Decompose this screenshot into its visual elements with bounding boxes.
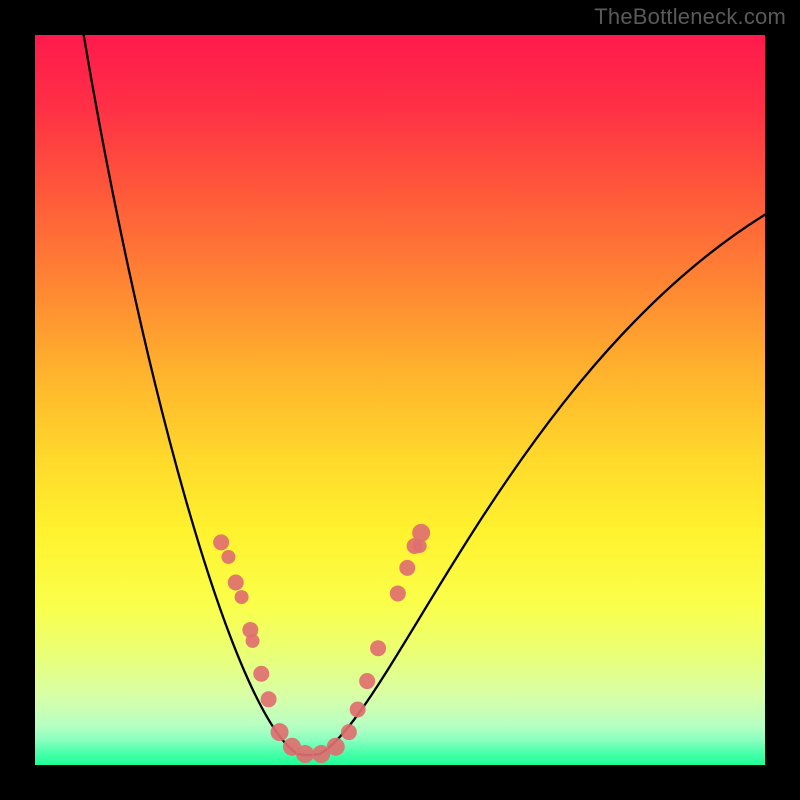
data-marker xyxy=(296,745,314,763)
watermark-text: TheBottleneck.com xyxy=(594,4,786,30)
data-marker xyxy=(228,575,244,591)
data-marker xyxy=(370,640,386,656)
data-marker xyxy=(271,723,289,741)
data-marker xyxy=(359,673,375,689)
data-marker xyxy=(246,634,260,648)
marker-layer xyxy=(35,35,765,765)
data-marker xyxy=(213,534,229,550)
data-marker xyxy=(350,702,366,718)
data-marker xyxy=(399,560,415,576)
data-marker xyxy=(221,550,235,564)
data-marker xyxy=(413,539,427,553)
data-marker xyxy=(261,691,277,707)
plot-frame xyxy=(35,35,765,765)
data-marker xyxy=(327,738,345,756)
data-marker xyxy=(235,590,249,604)
data-marker xyxy=(341,724,357,740)
marker-group xyxy=(213,524,430,763)
data-marker xyxy=(390,585,406,601)
data-marker xyxy=(253,666,269,682)
